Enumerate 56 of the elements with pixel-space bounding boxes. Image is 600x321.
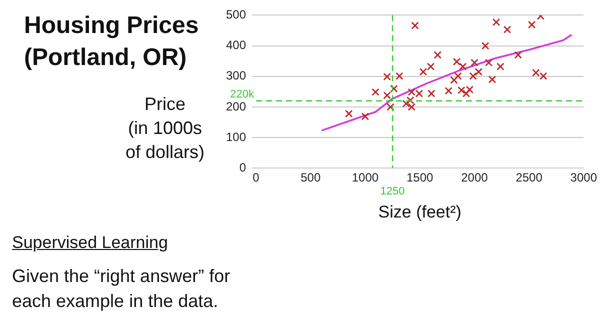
- point: [469, 72, 478, 80]
- y-tick-label: 300: [226, 68, 246, 83]
- y-tick-label: 200: [226, 99, 246, 114]
- y-axis-title: Price (in 1000s of dollars): [124, 93, 206, 164]
- point: [434, 51, 442, 59]
- x-tick-label: 1000: [352, 170, 379, 185]
- ref-line-label: 1250: [380, 186, 405, 198]
- point: [474, 68, 482, 76]
- text: Supervised Learning: [12, 233, 168, 253]
- point: [496, 62, 504, 70]
- point: [484, 58, 493, 67]
- x-tick-label: 2000: [461, 170, 488, 185]
- point: [539, 72, 548, 80]
- y-tick-label: 0: [239, 160, 246, 175]
- point: [361, 112, 370, 120]
- y-tick-label: 400: [226, 38, 246, 52]
- point: [390, 84, 398, 93]
- y-tick-label: 100: [226, 130, 246, 144]
- y-tick-label: 500: [226, 8, 246, 22]
- point: [503, 26, 512, 34]
- text: Given the “right answer” for each example in the data.: [12, 265, 230, 313]
- point: [488, 76, 496, 84]
- point: [428, 90, 436, 98]
- x-tick-label: 0: [252, 170, 260, 185]
- x-tick-label: 500: [300, 170, 321, 185]
- point: [514, 51, 522, 59]
- point: [415, 90, 424, 98]
- x-axis-title: Size (feet²): [378, 202, 462, 222]
- point: [396, 72, 404, 80]
- point: [481, 42, 490, 50]
- point: [450, 76, 458, 84]
- point: [444, 86, 452, 95]
- point: [411, 22, 419, 30]
- x-tick-label: 3000: [570, 170, 598, 185]
- point: [458, 86, 466, 94]
- point: [462, 90, 470, 98]
- point: [426, 62, 435, 70]
- point: [402, 100, 410, 108]
- point: [532, 68, 540, 77]
- point: [452, 58, 461, 66]
- point: [466, 86, 474, 94]
- point: [344, 110, 353, 118]
- point: [372, 88, 380, 96]
- point: [492, 18, 500, 26]
- point: [528, 20, 536, 29]
- point: [470, 58, 478, 67]
- point: [383, 72, 391, 81]
- point: [419, 68, 428, 76]
- text: Housing Prices (Portland, OR): [24, 11, 199, 73]
- point: [386, 103, 394, 111]
- x-tick-label: 1500: [406, 170, 434, 185]
- point: [454, 72, 462, 80]
- point: [458, 62, 467, 70]
- point: [383, 91, 391, 100]
- ref-line-label: 220k: [230, 88, 255, 100]
- x-tick-label: 2500: [516, 170, 543, 185]
